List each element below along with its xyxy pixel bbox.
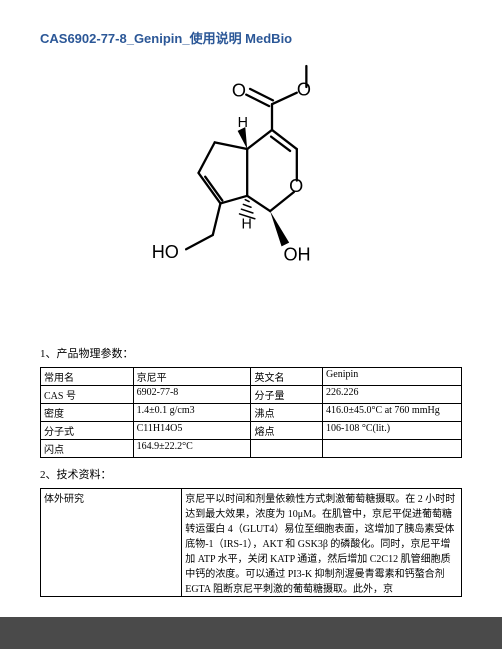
table-cell: 闪点 xyxy=(41,440,134,458)
table-cell: 密度 xyxy=(41,404,134,422)
table-cell: 1.4±0.1 g/cm3 xyxy=(133,404,251,422)
table-cell: Genipin xyxy=(323,368,462,386)
atom-label: H xyxy=(238,115,248,131)
table-cell: 京尼平 xyxy=(133,368,251,386)
section-2-label: 2、技术资料： xyxy=(40,466,462,482)
table-cell: 英文名 xyxy=(251,368,323,386)
atom-label: O xyxy=(297,80,311,100)
document-title: CAS6902-77-8_Genipin_使用说明 MedBio xyxy=(40,28,462,47)
table-cell: 分子量 xyxy=(251,386,323,404)
atom-label: HO xyxy=(152,242,179,262)
table-cell: 常用名 xyxy=(41,368,134,386)
table-row: 密度1.4±0.1 g/cm3沸点416.0±45.0°C at 760 mmH… xyxy=(41,404,462,422)
tech-left-cell: 体外研究 xyxy=(41,489,182,597)
table-row: 闪点164.9±22.2°C xyxy=(41,440,462,458)
table-cell: 164.9±22.2°C xyxy=(133,440,251,458)
technical-table: 体外研究 京尼平以时间和剂量依赖性方式刺激葡萄糖摄取。在 2 小时时达到最大效果… xyxy=(40,488,462,597)
table-cell: 106-108 °C(lit.) xyxy=(323,422,462,440)
chemical-structure: O O O H H HO OH xyxy=(146,57,356,327)
table-cell: 分子式 xyxy=(41,422,134,440)
table-cell: 6902-77-8 xyxy=(133,386,251,404)
atom-label: OH xyxy=(283,245,310,265)
table-row: 常用名京尼平英文名Genipin xyxy=(41,368,462,386)
table-row: 分子式C11H14O5熔点106-108 °C(lit.) xyxy=(41,422,462,440)
table-cell: C11H14O5 xyxy=(133,422,251,440)
table-row: CAS 号6902-77-8分子量226.226 xyxy=(41,386,462,404)
table-cell: 226.226 xyxy=(323,386,462,404)
table-cell: 沸点 xyxy=(251,404,323,422)
table-cell: 熔点 xyxy=(251,422,323,440)
table-cell xyxy=(251,440,323,458)
atom-label: O xyxy=(232,81,246,101)
properties-table: 常用名京尼平英文名GenipinCAS 号6902-77-8分子量226.226… xyxy=(40,367,462,458)
atom-label: H xyxy=(241,216,251,232)
table-cell xyxy=(323,440,462,458)
section-1-label: 1、产品物理参数： xyxy=(40,345,462,361)
table-cell: 416.0±45.0°C at 760 mmHg xyxy=(323,404,462,422)
atom-label: O xyxy=(289,176,303,196)
table-cell: CAS 号 xyxy=(41,386,134,404)
tech-right-cell: 京尼平以时间和剂量依赖性方式刺激葡萄糖摄取。在 2 小时时达到最大效果，浓度为 … xyxy=(182,489,462,597)
